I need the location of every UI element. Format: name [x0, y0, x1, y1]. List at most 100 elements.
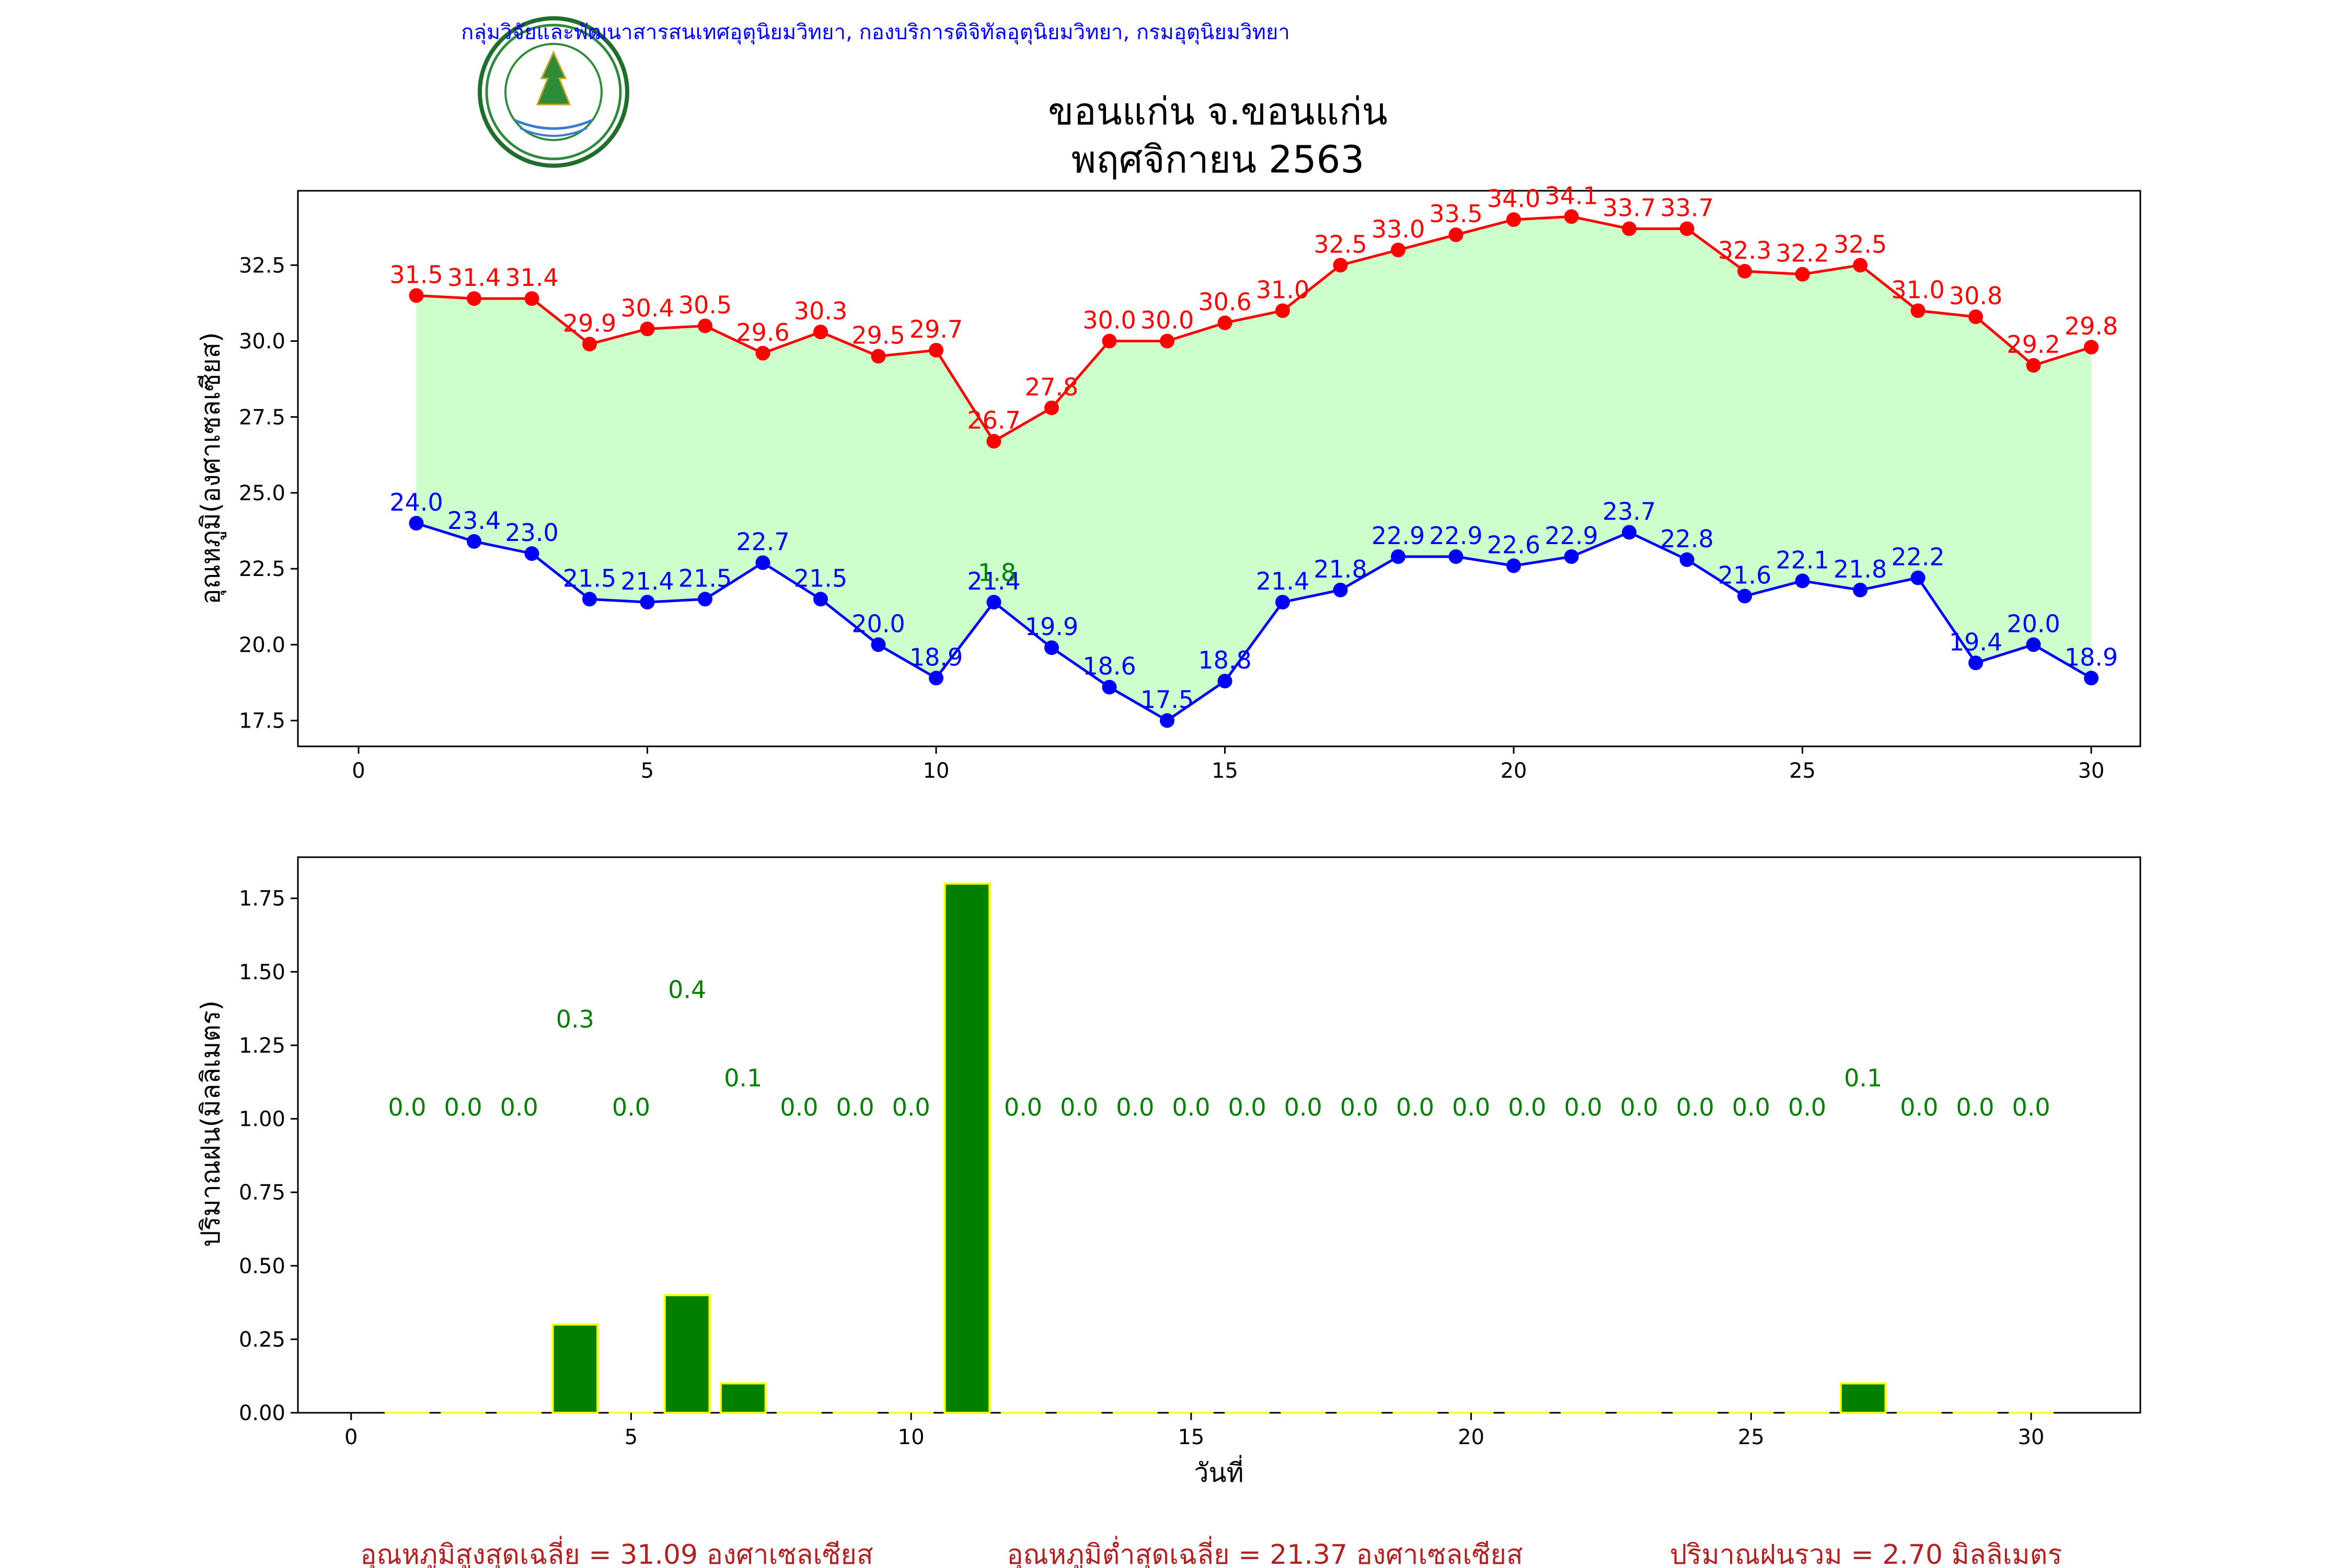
y-tick-label: 25.0 [239, 481, 285, 505]
max-temp-label: 29.8 [2065, 312, 2118, 340]
rain-value-label: 0.0 [1620, 1093, 1658, 1122]
min-temp-point [1333, 582, 1348, 597]
rain-value-label: 0.0 [836, 1093, 874, 1122]
min-temp-label: 22.8 [1660, 525, 1713, 553]
rain-value-label: 0.0 [612, 1093, 650, 1122]
max-temp-point [1448, 227, 1463, 243]
max-temp-point [2026, 358, 2041, 373]
min-temp-label: 19.4 [1949, 628, 2002, 656]
max-temp-point [871, 349, 886, 364]
rain-value-label: 0.0 [1676, 1093, 1714, 1122]
max-temp-label: 29.6 [736, 318, 789, 347]
rain-value-label: 0.3 [556, 1005, 594, 1033]
min-temp-point [1275, 595, 1290, 610]
max-temp-point [929, 342, 944, 358]
max-temp-point [1217, 315, 1232, 330]
rain-value-label: 0.0 [500, 1093, 538, 1122]
rain-value-label: 0.0 [1396, 1093, 1434, 1122]
max-temp-point [467, 291, 482, 306]
max-temp-point [2084, 340, 2099, 355]
temperature-chart: อุณหภูมิ(องศาเซลเซียส) 31.5 31.4 31.429.93… [195, 181, 2141, 783]
min-temp-point [1622, 525, 1637, 540]
min-temp-label: 22.1 [1775, 546, 1829, 574]
min-temp-point [755, 555, 770, 570]
rain-bar [1839, 1382, 1887, 1414]
max-temp-point [1853, 258, 1868, 273]
min-temp-label: 23.4 [447, 506, 501, 535]
rain-value-label: 0.0 [1508, 1093, 1546, 1122]
x-tick-label: 10 [923, 759, 950, 783]
chart-title-line2: พฤศจิกายน 2563 [1071, 137, 1365, 181]
min-temp-point [698, 592, 713, 607]
min-temp-point [813, 592, 828, 607]
max-temp-point [1679, 221, 1694, 236]
min-temp-label: 20.0 [2007, 609, 2060, 638]
min-temp-line [416, 522, 2092, 722]
min-temp-point [640, 595, 655, 610]
min-temp-point [871, 637, 886, 652]
min-temp-label: 21.5 [563, 564, 616, 592]
rain-value-label: 0.1 [1844, 1064, 1882, 1092]
rain-value-label: 0.4 [668, 976, 706, 1004]
max-temp-label: 26.7 [967, 406, 1020, 434]
min-temp-point [409, 516, 424, 531]
max-temp-label: 30.0 [1140, 306, 1194, 335]
max-temp-label: 31.0 [1256, 275, 1309, 304]
max-temp-label: 33.7 [1602, 194, 1656, 222]
rain-value-label: 0.0 [1900, 1093, 1938, 1122]
x-tick-label: 30 [2078, 759, 2105, 783]
max-temp-point [1044, 400, 1059, 416]
min-temp-label: 24.0 [389, 488, 443, 516]
min-temp-point [2084, 671, 2099, 686]
max-temp-label: 31.0 [1891, 275, 1944, 304]
max-temp-label: 30.6 [1198, 288, 1251, 316]
min-temp-label: 22.9 [1544, 522, 1598, 550]
max-temp-label: 32.2 [1775, 239, 1829, 268]
min-temp-label: 18.6 [1082, 652, 1136, 681]
min-temp-point [467, 534, 482, 549]
min-temp-label: 22.9 [1429, 522, 1482, 550]
y-tick-label: 0.75 [239, 1181, 285, 1205]
min-temp-point [929, 671, 944, 686]
max-temp-label: 31.5 [389, 260, 443, 289]
max-temp-point [1391, 243, 1406, 258]
department-text: กลุ่มวิจัยและพัฒนาสารสนเทศอุตุนิยมวิทยา,… [461, 20, 1290, 45]
max-temp-point [813, 325, 828, 340]
x-tick-label: 0 [352, 759, 365, 783]
summary-avg-max: อุณหภูมิสูงสุดเฉลี่ย = 31.09 องศาเซลเซีย… [360, 1536, 873, 1568]
rain-bar [663, 1294, 711, 1414]
max-temp-point [1968, 309, 1984, 325]
x-tick-label: 25 [1738, 1425, 1765, 1449]
x-tick-label: 10 [898, 1425, 925, 1449]
max-temp-label: 33.0 [1371, 215, 1425, 243]
min-temp-label: 21.5 [794, 564, 847, 592]
max-temp-label: 31.4 [505, 263, 558, 292]
x-tick-label: 20 [1501, 759, 1527, 783]
rain-overlay-label: 1.8 [978, 558, 1016, 586]
y-tick-label: 0.25 [239, 1328, 285, 1352]
y-tick-label: 0.00 [239, 1401, 285, 1425]
max-temp-line [416, 215, 2092, 443]
max-temp-point [1160, 333, 1175, 349]
rainfall-chart: ปริมาณฝน(มิลลิเมตร) วันที่ 0.0 0.0 0.0 0.3 0… [195, 856, 2141, 1488]
y-tick-label: 1.75 [239, 887, 285, 911]
max-temp-label: 30.5 [678, 291, 732, 319]
rain-bar [551, 1323, 599, 1414]
min-temp-label: 17.5 [1140, 686, 1194, 714]
min-temp-point [986, 595, 1001, 610]
min-temp-label: 18.9 [909, 643, 963, 671]
min-temp-label: 23.7 [1602, 497, 1656, 525]
max-temp-label: 34.0 [1487, 185, 1540, 213]
rainfall-x-axis-label: วันที่ [1194, 1455, 1243, 1488]
max-temp-point [986, 434, 1001, 449]
max-temp-point [755, 345, 770, 361]
y-tick-label: 0.50 [239, 1254, 285, 1278]
x-tick-label: 20 [1458, 1425, 1484, 1449]
rain-value-label: 0.0 [780, 1093, 818, 1122]
rain-value-label: 0.0 [2012, 1093, 2050, 1122]
x-tick-label: 25 [1789, 759, 1816, 783]
min-temp-point [1679, 552, 1694, 567]
min-temp-point [1102, 679, 1117, 695]
min-temp-point [1737, 589, 1753, 604]
